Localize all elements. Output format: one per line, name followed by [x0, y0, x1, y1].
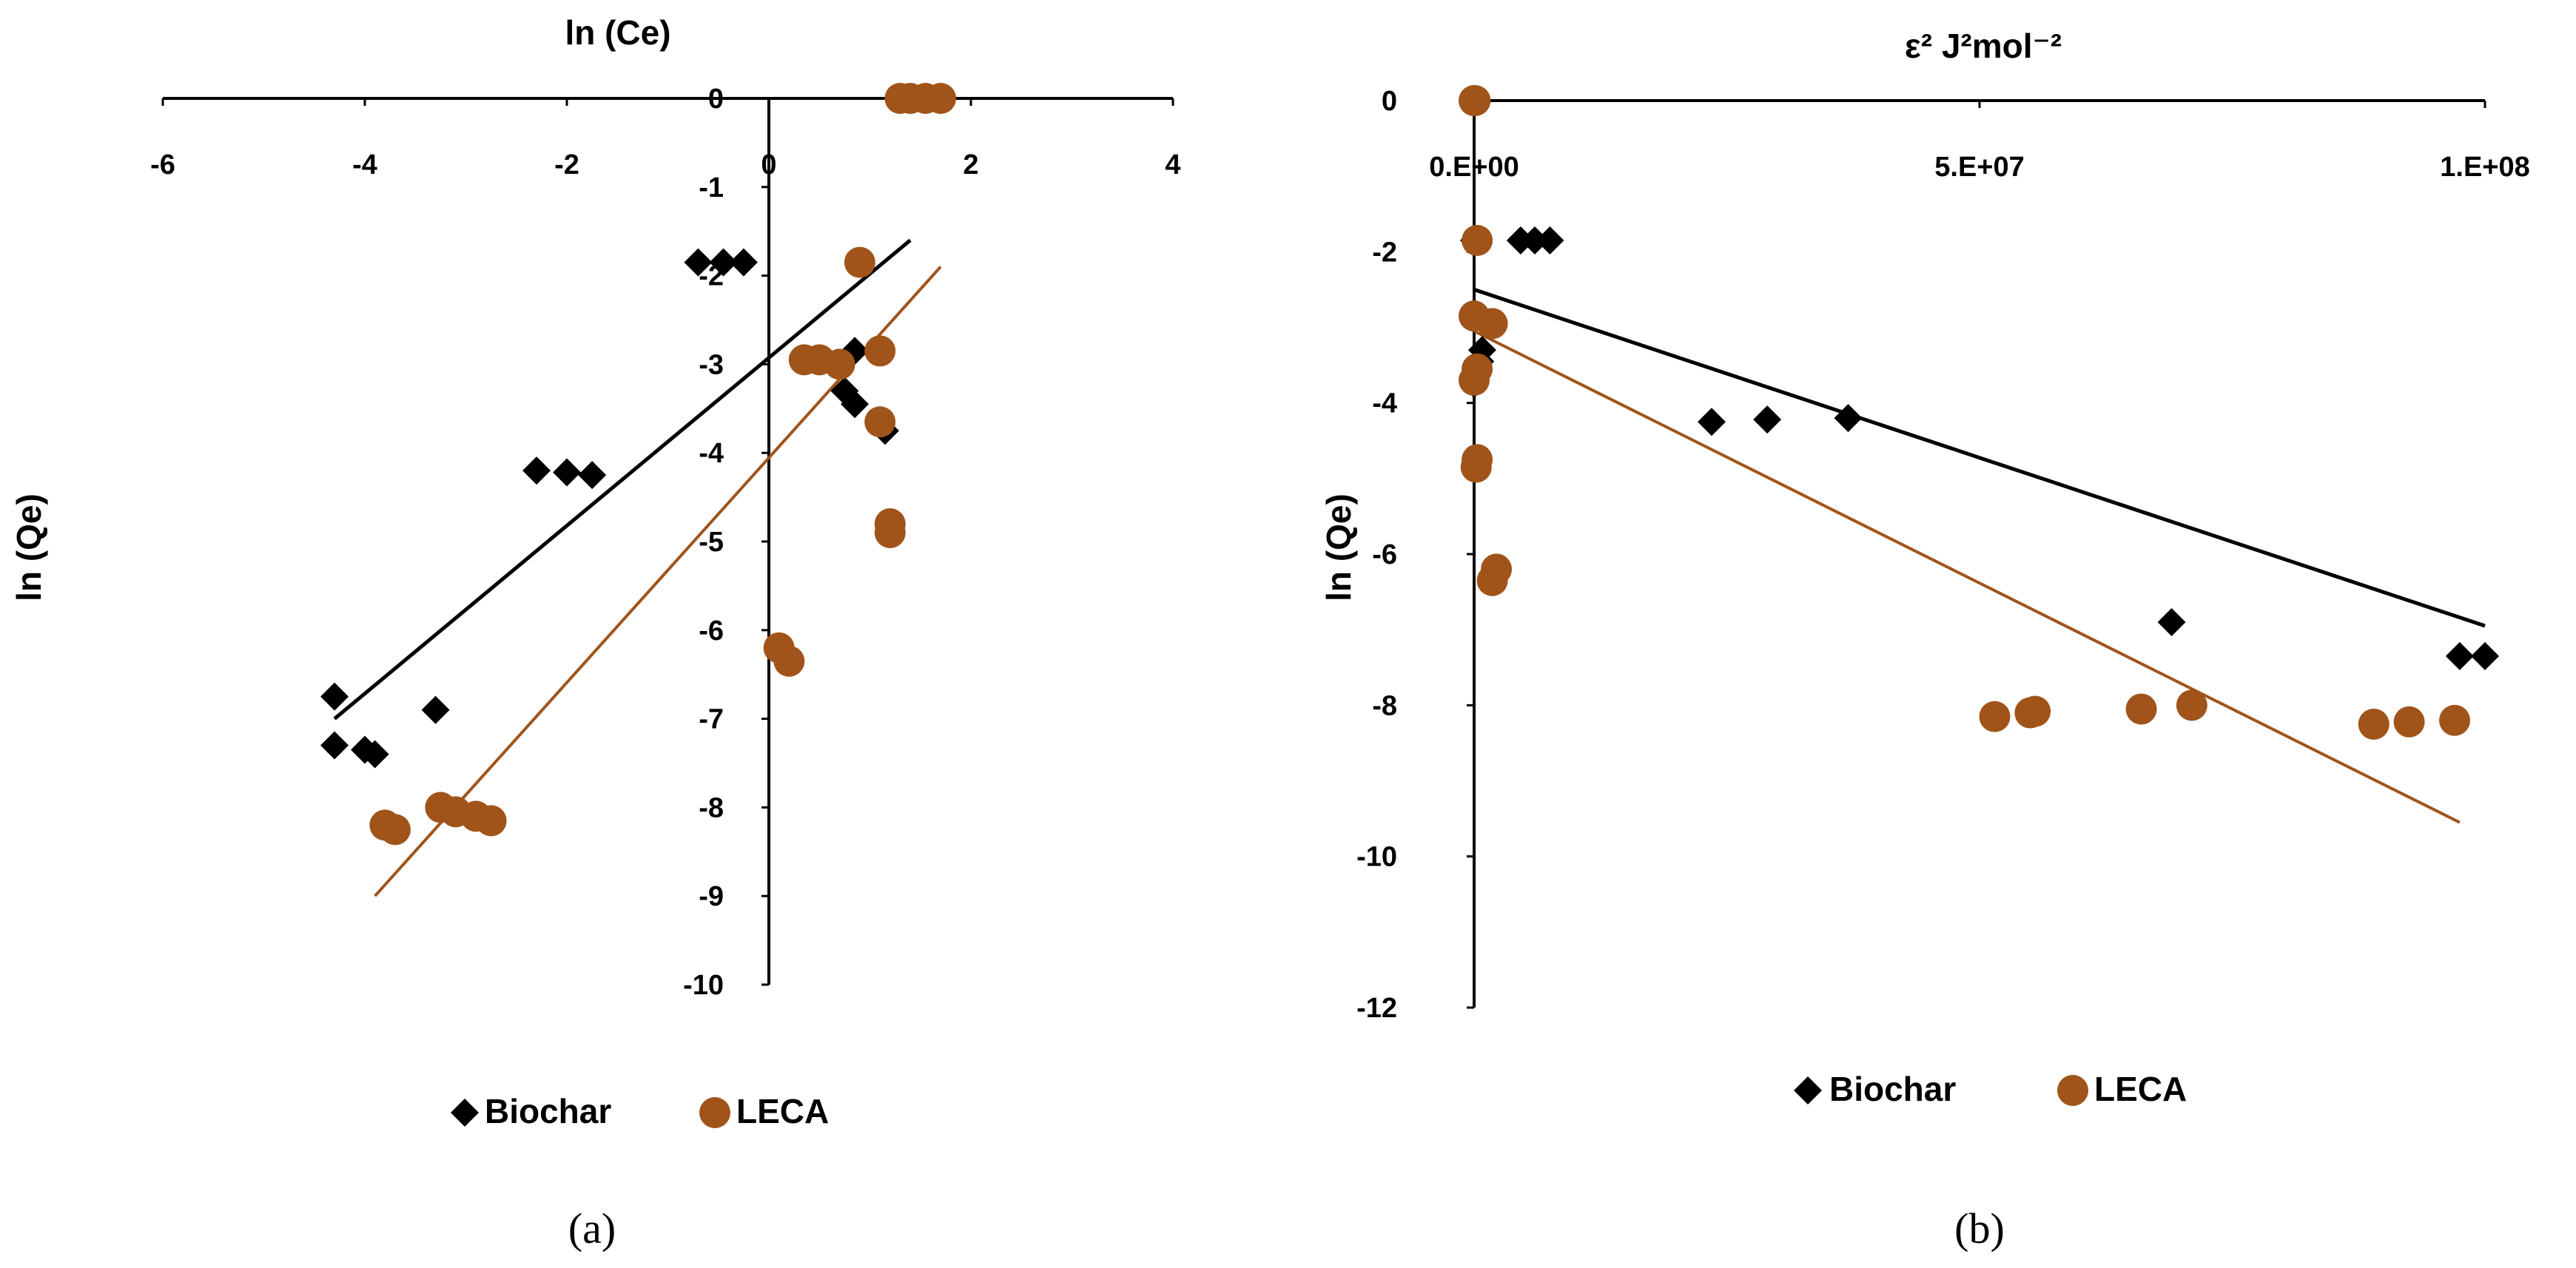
point-biochar-b-8 [1753, 405, 1782, 434]
y-tick-label-a-7: -7 [699, 704, 724, 735]
point-biochar-a-13 [841, 390, 870, 419]
x-tick-label-a-2: -2 [554, 149, 579, 181]
x-tick-label-a-3: 0 [761, 149, 776, 181]
point-leca-b-6 [1459, 365, 1490, 397]
y-tick-label-a-4: -4 [699, 438, 724, 469]
point-biochar-b-9 [1834, 404, 1863, 433]
point-leca-b-16 [2358, 708, 2390, 740]
y-tick-label-a-3: -3 [699, 349, 724, 380]
x-tick-label-a-1: -4 [352, 149, 377, 181]
legend-marker-biochar-b [1794, 1076, 1822, 1105]
legend-label-biochar-b: Biochar [1829, 1070, 1956, 1108]
point-leca-a-4 [844, 246, 875, 278]
x-tick-label-a-0: -6 [150, 149, 175, 181]
y-tick-label-b-2: -4 [1372, 388, 1397, 419]
point-biochar-b-10 [2157, 607, 2186, 636]
panel-b-chart: 0.E+00 5.E+07 1.E+08 0 -2 -4 -6 -8 -10 -12 ε² J²mo… [1319, 27, 2530, 1252]
point-biochar-a-4 [553, 458, 581, 487]
x-axis-title-a: ln (Ce) [565, 13, 670, 52]
point-leca-b-1 [1459, 85, 1491, 116]
point-leca-a-19 [475, 805, 507, 837]
y-tick-label-a-10: -10 [683, 970, 724, 1001]
point-leca-b-2 [1462, 225, 1493, 257]
legend-label-leca-b: LECA [2094, 1070, 2187, 1108]
point-biochar-a-5 [578, 461, 607, 490]
point-biochar-b-7 [1698, 408, 1726, 436]
trendline-biochar-b [1473, 288, 2486, 628]
point-biochar-a-8 [320, 731, 349, 760]
point-biochar-b-3 [1536, 226, 1564, 255]
x-tick-label-a-5: 4 [1165, 149, 1180, 181]
point-leca-b-11 [1979, 701, 2011, 732]
y-tick-label-b-5: -10 [1356, 842, 1397, 873]
x-tick-label-b-1: 5.E+07 [1934, 152, 2025, 183]
point-leca-b-14 [2125, 693, 2157, 725]
point-leca-a-9 [864, 406, 896, 438]
point-leca-a-13 [773, 645, 805, 677]
point-biochar-a-0 [684, 248, 713, 277]
point-leca-a-11 [874, 517, 906, 549]
y-axis-title-a: ln (Qe) [10, 493, 48, 601]
point-leca-b-8 [1460, 451, 1492, 483]
point-leca-a-3 [925, 83, 957, 114]
point-leca-b-17 [2393, 706, 2425, 738]
y-axis-title-b: ln (Qe) [1319, 493, 1358, 601]
panel-caption-b: (b) [1954, 1204, 2005, 1252]
point-biochar-a-6 [320, 682, 349, 711]
y-tick-label-b-0: 0 [1382, 86, 1397, 117]
panel-caption-a: (a) [568, 1204, 616, 1252]
point-biochar-a-10 [360, 740, 389, 769]
trendline-leca-b [1473, 329, 2461, 824]
point-biochar-b-12 [2471, 641, 2499, 670]
point-biochar-b-2 [1520, 226, 1549, 255]
y-tick-label-a-0: 0 [708, 84, 724, 115]
legend-label-leca-a: LECA [736, 1092, 829, 1130]
point-leca-b-4 [1476, 308, 1508, 340]
legend-marker-leca-a [699, 1097, 730, 1128]
point-biochar-b-11 [2445, 641, 2474, 670]
x-tick-label-b-0: 0.E+00 [1429, 152, 1519, 183]
trendline-biochar-a [333, 238, 912, 721]
x-tick-label-b-2: 1.E+08 [2440, 152, 2530, 183]
point-biochar-b-1 [1506, 226, 1535, 255]
point-biochar-a-1 [709, 248, 738, 277]
legend-label-biochar-a: Biochar [485, 1092, 611, 1130]
point-leca-b-13 [2020, 695, 2051, 727]
point-biochar-a-7 [421, 695, 450, 724]
y-tick-label-b-4: -8 [1372, 690, 1397, 721]
y-tick-label-a-1: -1 [699, 172, 724, 203]
y-tick-label-b-3: -6 [1372, 539, 1397, 570]
point-leca-a-15 [379, 814, 411, 846]
point-leca-a-7 [824, 348, 855, 380]
point-leca-b-10 [1476, 564, 1508, 596]
legend-marker-biochar-a [451, 1099, 479, 1127]
y-tick-label-b-1: -2 [1372, 237, 1397, 268]
y-tick-label-a-9: -9 [699, 881, 724, 912]
x-axis-title-b: ε² J²mol⁻² [1905, 27, 2062, 65]
point-leca-a-8 [864, 335, 896, 367]
x-tick-label-a-4: 2 [963, 149, 978, 181]
y-tick-label-b-6: -12 [1356, 993, 1397, 1024]
y-tick-label-a-6: -6 [699, 616, 724, 647]
point-leca-b-15 [2176, 689, 2207, 721]
point-biochar-a-3 [522, 456, 551, 485]
y-tick-label-a-8: -8 [699, 792, 724, 823]
point-biochar-a-2 [729, 248, 758, 277]
point-leca-b-18 [2439, 704, 2471, 736]
legend-marker-leca-b [2057, 1075, 2088, 1106]
